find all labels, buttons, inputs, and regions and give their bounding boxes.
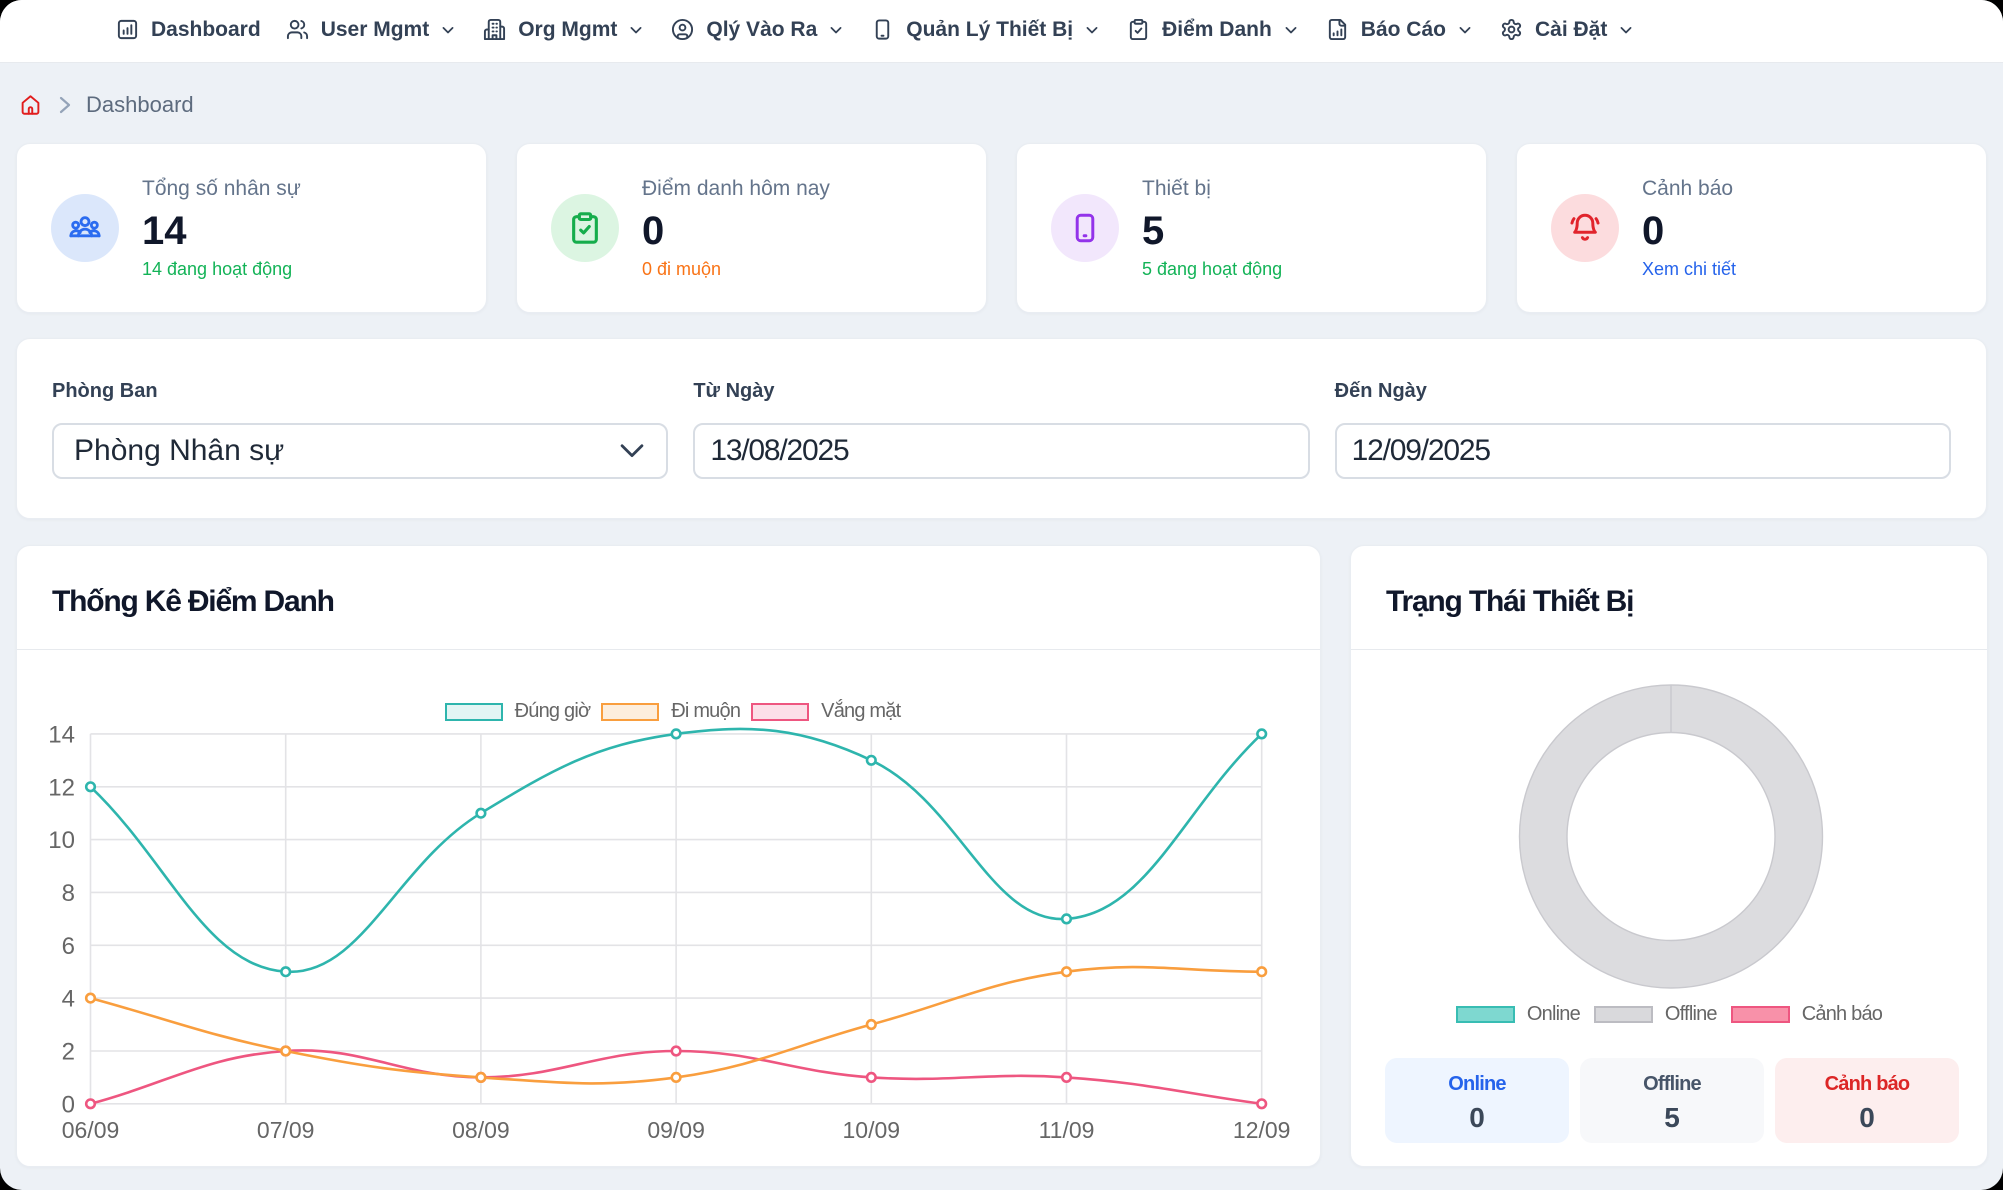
svg-text:12: 12 (48, 774, 75, 801)
svg-text:11/09: 11/09 (1039, 1117, 1095, 1143)
svg-text:06/09: 06/09 (62, 1117, 120, 1143)
svg-text:07/09: 07/09 (257, 1117, 315, 1143)
svg-text:0: 0 (62, 1091, 75, 1118)
svg-text:8: 8 (62, 880, 75, 907)
svg-text:2: 2 (62, 1039, 75, 1066)
svg-text:12/09: 12/09 (1233, 1117, 1291, 1143)
svg-text:10: 10 (48, 827, 75, 854)
svg-text:09/09: 09/09 (647, 1117, 705, 1143)
svg-text:4: 4 (62, 986, 75, 1013)
svg-text:6: 6 (62, 933, 75, 960)
svg-text:10/09: 10/09 (843, 1117, 901, 1143)
svg-text:08/09: 08/09 (452, 1117, 510, 1143)
svg-text:14: 14 (48, 721, 75, 748)
